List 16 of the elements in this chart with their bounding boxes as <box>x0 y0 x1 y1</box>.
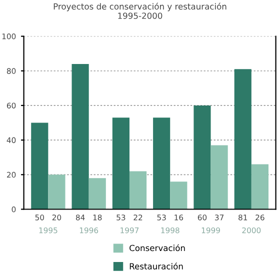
chart-subtitle: 1995-2000 <box>118 12 162 19</box>
bar <box>153 118 170 210</box>
bar <box>48 174 66 210</box>
chart-title: Proyectos de conservación y restauración <box>54 2 226 12</box>
bar <box>170 182 188 210</box>
bar <box>31 122 48 210</box>
legend-label: Restauración <box>130 262 183 270</box>
bar <box>112 118 130 210</box>
bar <box>129 171 147 210</box>
bar <box>251 164 268 210</box>
bar <box>72 64 89 210</box>
bar <box>234 69 252 210</box>
bar <box>194 105 211 210</box>
bar <box>88 178 106 210</box>
bar <box>210 145 228 210</box>
legend-label: Conservación <box>130 244 185 252</box>
